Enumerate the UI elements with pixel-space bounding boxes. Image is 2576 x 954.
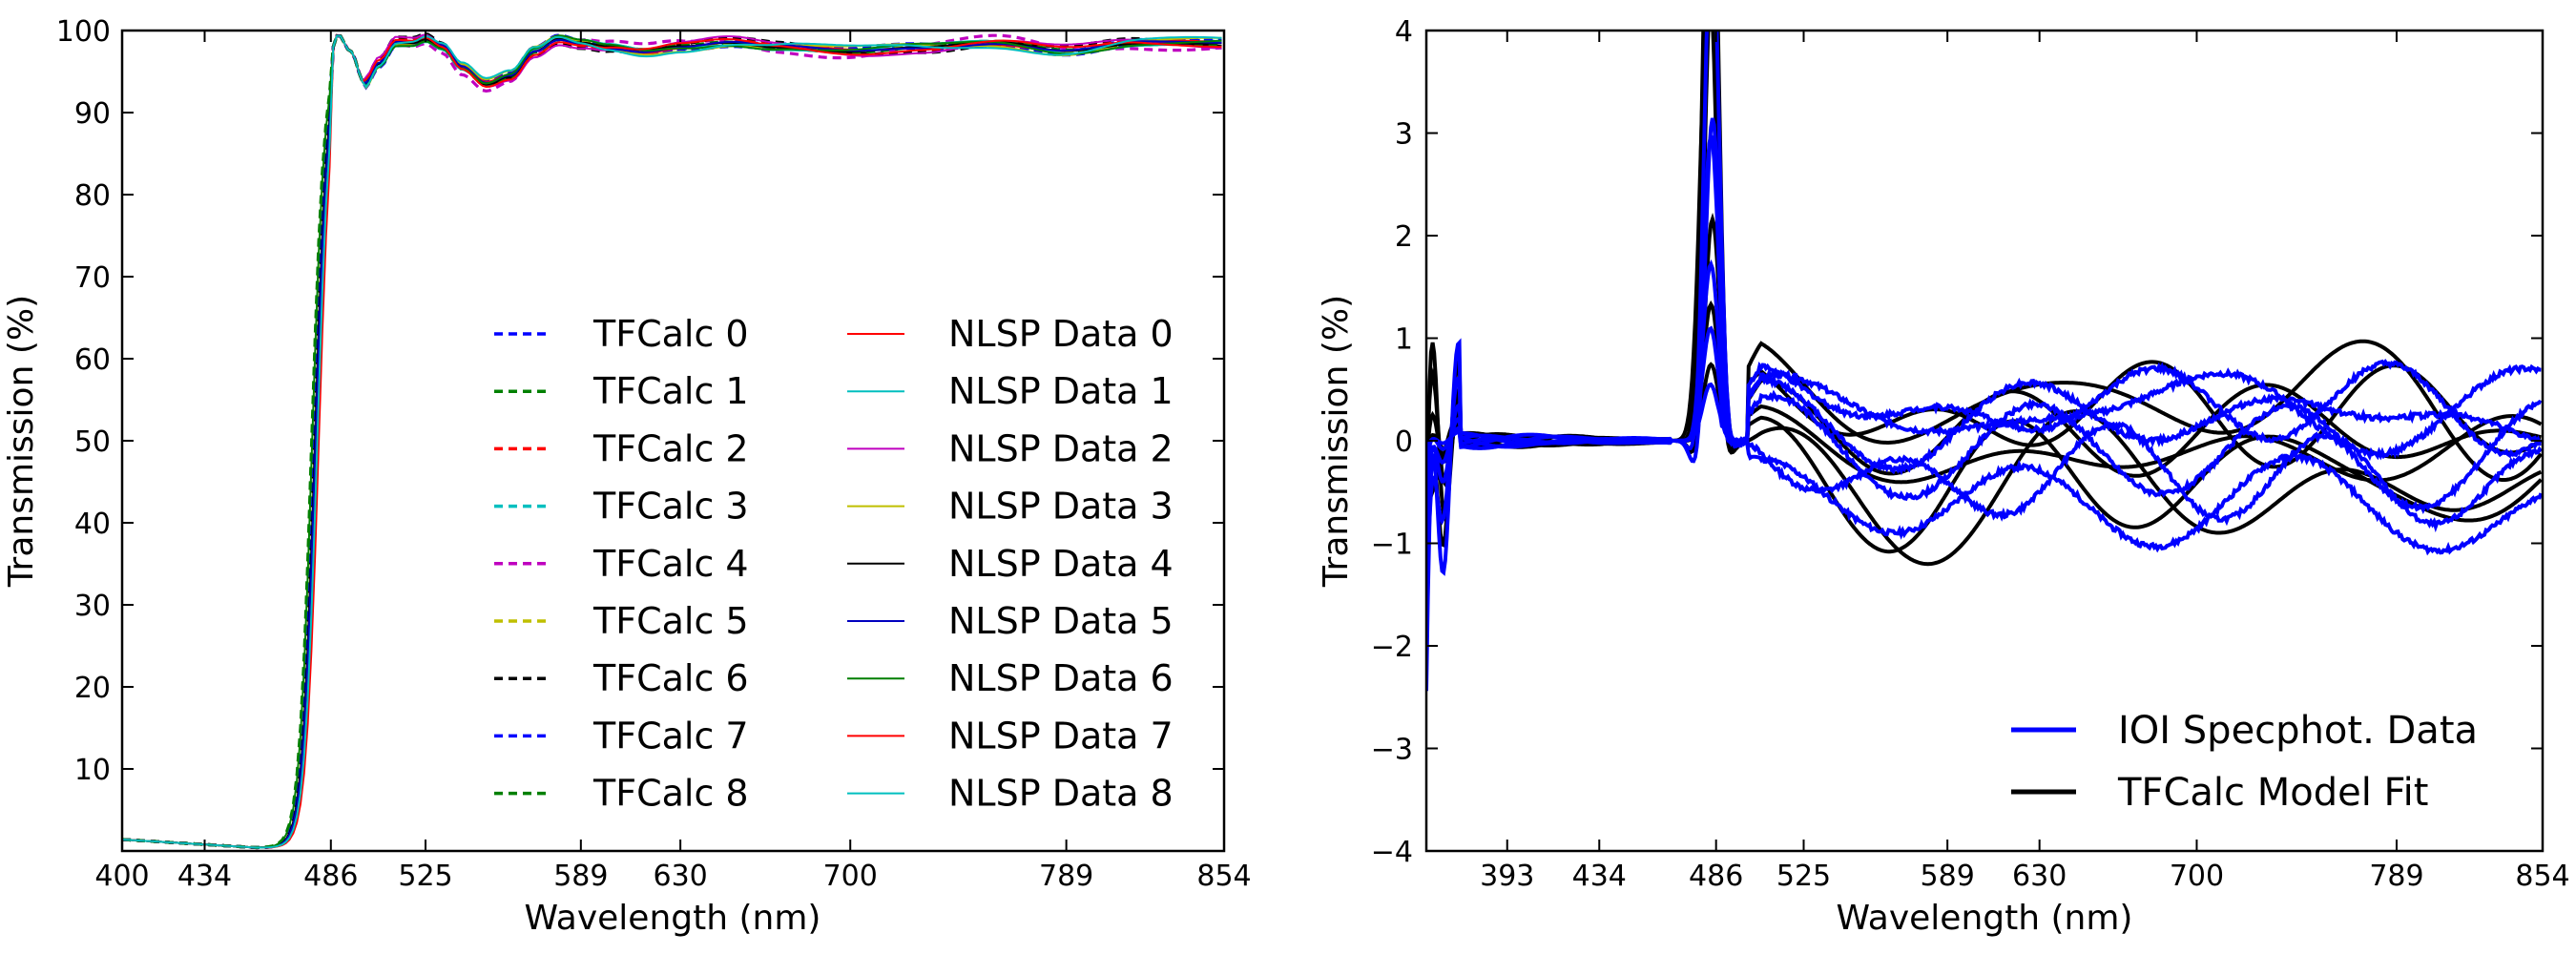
legend-label: TFCalc 6: [592, 657, 749, 699]
legend-label: NLSP Data 7: [948, 715, 1174, 757]
x-tick-label: 434: [1572, 860, 1627, 893]
y-tick-label: 30: [74, 590, 111, 623]
x-axis-title: Wavelength (nm): [525, 899, 821, 938]
y-tick-label: 10: [74, 754, 111, 787]
residual-curve-tfcalc-model-fit: [1426, 31, 2543, 554]
legend-label: TFCalc 2: [592, 427, 749, 469]
legend: TFCalc 0 TFCalc 1 TFCalc 2 TFCalc 3 TFCalc 4…: [494, 313, 1174, 815]
x-tick-label: 630: [2012, 860, 2067, 893]
y-axis-title: Transmission (%): [2, 295, 41, 588]
legend-label: TFCalc 8: [592, 773, 749, 815]
y-tick-label: −1: [1371, 529, 1413, 562]
y-tick-label: 90: [74, 97, 111, 131]
axis-ticks: 400 434 486 525 589 630 700 789 854 10 20 30 40 50 60 7…: [56, 15, 1252, 893]
series-line-nlsp-data-6: [122, 34, 1222, 849]
x-tick-label: 854: [1196, 860, 1251, 893]
axis-ticks: 393 434 486 525 589 630 700 789 854 −4 −3 −2 −1 0 1 2 3 4: [1371, 15, 2570, 893]
x-tick-label: 630: [653, 860, 707, 893]
x-tick-label: 393: [1480, 860, 1534, 893]
legend-label: NLSP Data 3: [948, 486, 1174, 528]
residual-curve-tfcalc-model-fit: [1426, 31, 2543, 488]
x-tick-label: 434: [177, 860, 232, 893]
x-tick-label: 789: [2369, 860, 2423, 893]
legend-label: NLSP Data 0: [948, 313, 1174, 355]
legend-label: IOI Specphot. Data: [2118, 709, 2478, 753]
series-layer: [1426, 31, 2543, 692]
x-tick-label: 700: [2170, 860, 2224, 893]
legend-label: TFCalc 1: [592, 370, 749, 412]
residual-curve-ioi-specphot-data: [1426, 363, 2542, 462]
legend-label: NLSP Data 8: [948, 773, 1174, 815]
x-tick-label: 525: [398, 860, 452, 893]
y-tick-label: 2: [1395, 220, 1413, 254]
y-tick-label: 1: [1395, 323, 1413, 357]
legend-label: NLSP Data 4: [948, 543, 1174, 585]
legend: IOI Specphot. Data TFCalc Model Fit: [2011, 709, 2478, 815]
y-tick-label: 40: [74, 508, 111, 541]
x-tick-label: 589: [553, 860, 608, 893]
transmission-chart: 400 434 486 525 589 630 700 789 854 10 20 30 40 50 60 7…: [2, 15, 1252, 938]
legend-label: NLSP Data 1: [948, 370, 1174, 412]
legend-label: TFCalc 0: [592, 313, 749, 355]
legend-label: TFCalc Model Fit: [2117, 771, 2428, 815]
y-tick-label: 60: [74, 343, 111, 377]
y-tick-label: 80: [74, 179, 111, 213]
y-tick-label: −2: [1371, 631, 1413, 664]
y-tick-label: 20: [74, 672, 111, 705]
residual-curve-tfcalc-model-fit: [1426, 31, 2542, 643]
series-line-nlsp-data-7: [122, 34, 1222, 849]
y-tick-label: 3: [1395, 118, 1413, 152]
y-tick-label: −3: [1371, 734, 1413, 767]
x-tick-label: 854: [2515, 860, 2569, 893]
legend-label: TFCalc 3: [592, 486, 749, 528]
x-tick-label: 789: [1039, 860, 1093, 893]
residual-chart: 393 434 486 525 589 630 700 789 854 −4 −3 −2 −1 0 1 2 3 4…: [1317, 15, 2570, 938]
y-axis-title: Transmission (%): [1317, 295, 1356, 588]
x-tick-label: 486: [1689, 860, 1743, 893]
x-tick-label: 486: [303, 860, 358, 893]
x-axis-title: Wavelength (nm): [1837, 899, 2133, 938]
y-tick-label: 70: [74, 261, 111, 295]
legend-label: NLSP Data 6: [948, 657, 1174, 699]
y-tick-label: 0: [1395, 425, 1413, 459]
legend-label: TFCalc 4: [592, 543, 749, 585]
y-tick-label: −4: [1371, 836, 1413, 869]
x-tick-label: 400: [94, 860, 149, 893]
x-tick-label: 700: [823, 860, 878, 893]
series-line-nlsp-data-8: [122, 34, 1222, 849]
x-tick-label: 525: [1776, 860, 1831, 893]
y-tick-label: 100: [56, 15, 111, 49]
y-tick-label: 50: [74, 425, 111, 459]
legend-label: TFCalc 5: [592, 600, 749, 642]
legend-label: NLSP Data 2: [948, 427, 1174, 469]
x-tick-label: 589: [1921, 860, 1975, 893]
legend-label: NLSP Data 5: [948, 600, 1174, 642]
series-layer: [122, 31, 1222, 850]
y-tick-label: 4: [1395, 15, 1413, 49]
legend-label: TFCalc 7: [592, 715, 749, 757]
